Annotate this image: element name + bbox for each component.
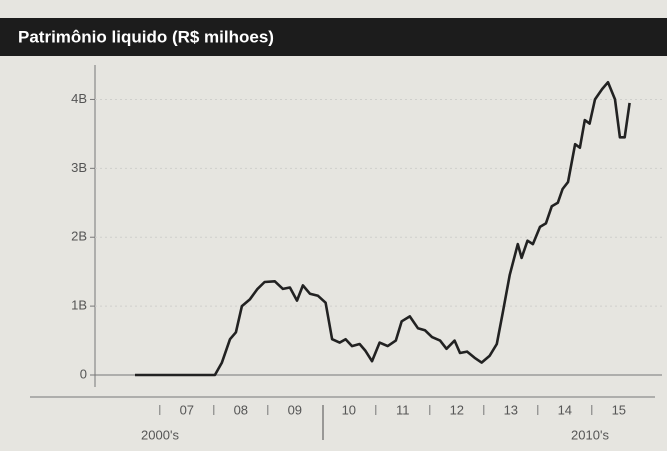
y-tick-label: 4B bbox=[71, 91, 87, 106]
decade-label: 2010's bbox=[571, 427, 609, 442]
y-tick-label: 3B bbox=[71, 160, 87, 175]
x-tick-label: 11 bbox=[396, 402, 410, 417]
line bbox=[135, 80, 631, 377]
x-tick-label: 10 bbox=[342, 402, 356, 417]
chart-title: Patrimônio liquido (R$ milhoes) bbox=[18, 27, 274, 46]
x-tick-label: 12 bbox=[450, 402, 464, 417]
x-tick-label: 14 bbox=[558, 402, 572, 417]
y-tick-label: 1B bbox=[71, 298, 87, 313]
x-tick-label: 15 bbox=[612, 402, 626, 417]
x-tick-label: 07 bbox=[180, 402, 194, 417]
y-tick-label: 2B bbox=[71, 229, 87, 244]
x-tick-label: 09 bbox=[288, 402, 302, 417]
decade-label: 2000's bbox=[141, 427, 179, 442]
title-bar bbox=[0, 18, 667, 56]
x-tick-label: 08 bbox=[234, 402, 248, 417]
x-tick-label: 13 bbox=[504, 402, 518, 417]
y-tick-label: 0 bbox=[80, 366, 87, 381]
